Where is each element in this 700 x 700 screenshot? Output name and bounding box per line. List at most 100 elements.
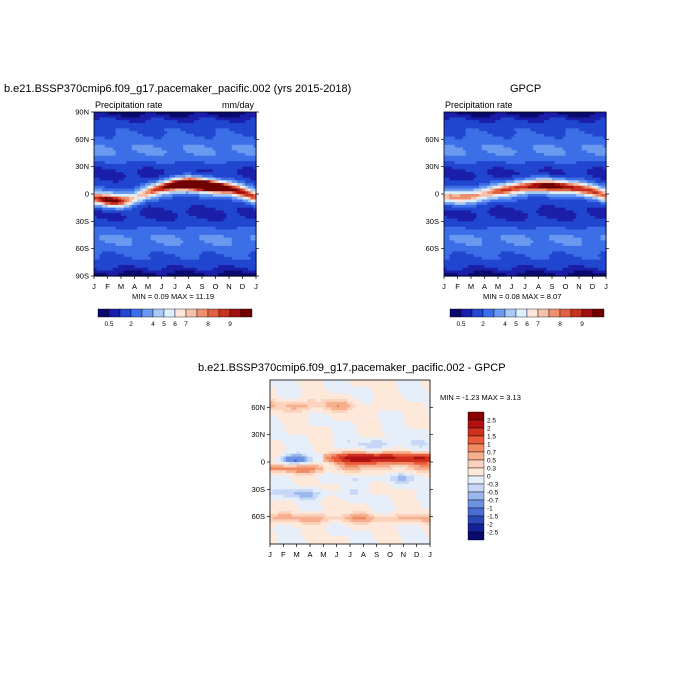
x-tick-label: O: [387, 550, 393, 559]
colorbar-label: -0.7: [487, 497, 499, 504]
x-tick-label: A: [482, 282, 487, 291]
heatmap-cells: [444, 112, 607, 277]
panel3-minmax: MIN = -1.23 MAX = 3.13: [440, 393, 521, 402]
panel2-minmax: MIN = 0.08 MAX = 8.07: [483, 292, 562, 301]
colorbar-swatch: [467, 443, 485, 453]
x-tick-label: F: [455, 282, 460, 291]
colorbar-swatch: [119, 308, 132, 318]
colorbar-swatch: [240, 308, 253, 318]
colorbar-swatch: [504, 308, 517, 318]
colorbar-label: 2: [481, 321, 485, 328]
y-tick-label: 60N: [425, 135, 439, 144]
colorbar-swatch: [185, 308, 198, 318]
colorbar-swatch: [467, 491, 485, 501]
y-tick-label: 60N: [251, 403, 265, 412]
colorbar-swatch: [581, 308, 594, 318]
y-tick-label: 0: [261, 458, 265, 467]
x-tick-label: J: [268, 550, 272, 559]
y-tick-label: 0: [85, 190, 89, 199]
colorbar-label: 2: [129, 321, 133, 328]
x-tick-label: J: [428, 550, 432, 559]
colorbar-label: 0.5: [487, 457, 496, 464]
colorbar-swatch: [515, 308, 528, 318]
heatmap-cells: [94, 112, 257, 277]
x-tick-label: N: [226, 282, 231, 291]
colorbar-label: 7: [536, 321, 540, 328]
x-tick-label: A: [361, 550, 366, 559]
y-tick-label: 60N: [75, 135, 89, 144]
colorbar-swatch: [467, 515, 485, 525]
colorbar-swatch: [467, 427, 485, 437]
colorbar-label: -1.5: [487, 513, 499, 520]
y-tick-label: 30S: [426, 217, 439, 226]
colorbar-label: 0.7: [487, 449, 496, 456]
colorbar-label: 7: [184, 321, 188, 328]
colorbar-swatch: [467, 499, 485, 509]
x-tick-label: M: [320, 550, 326, 559]
x-tick-label: J: [442, 282, 446, 291]
colorbar-swatch: [467, 435, 485, 445]
colorbar-swatch: [460, 308, 473, 318]
colorbar-swatch: [493, 308, 506, 318]
colorbar-label: 0.5: [104, 321, 113, 328]
y-tick-label: 30S: [252, 485, 265, 494]
panel1-subtitle-right: mm/day: [222, 100, 255, 110]
y-tick-label: 90S: [76, 272, 89, 281]
colorbar-swatch: [467, 531, 485, 541]
colorbar-swatch: [467, 523, 485, 533]
colorbar-label: 4: [503, 321, 507, 328]
colorbar-label: 8: [206, 321, 210, 328]
colorbar-label: -2: [487, 521, 493, 528]
colorbar-swatch: [548, 308, 561, 318]
colorbar-swatch: [467, 459, 485, 469]
colorbar-label: 6: [173, 321, 177, 328]
panel1-subtitle-left: Precipitation rate: [95, 100, 163, 110]
y-tick-label: 90N: [75, 108, 89, 117]
colorbar-label: 1: [487, 441, 491, 448]
panel3-title: b.e21.BSSP370cmip6.f09_g17.pacemaker_pac…: [198, 362, 506, 374]
x-tick-label: A: [307, 550, 312, 559]
colorbar-swatch: [559, 308, 572, 318]
x-tick-label: J: [173, 282, 177, 291]
x-tick-label: D: [414, 550, 420, 559]
colorbar-label: 9: [228, 321, 232, 328]
colorbar-label: 5: [162, 321, 166, 328]
y-tick-label: 60S: [426, 244, 439, 253]
colorbar-label: 0: [487, 473, 491, 480]
panel1-minmax: MIN = 0.09 MAX = 11.19: [132, 292, 214, 301]
x-tick-label: M: [468, 282, 474, 291]
colorbar-swatch: [467, 411, 485, 421]
panel1-title: b.e21.BSSP370cmip6.f09_g17.pacemaker_pac…: [4, 83, 352, 95]
x-tick-label: A: [132, 282, 137, 291]
x-tick-label: J: [604, 282, 608, 291]
colorbar-swatch: [537, 308, 550, 318]
panel2-colorbar: 0.5 2 4 5 6 7 8 9: [449, 308, 605, 328]
x-tick-label: D: [240, 282, 246, 291]
colorbar-swatch: [196, 308, 209, 318]
x-tick-label: A: [186, 282, 191, 291]
colorbar-swatch: [467, 451, 485, 461]
x-tick-label: S: [199, 282, 204, 291]
colorbar-label: 1.5: [487, 433, 496, 440]
colorbar-swatch: [229, 308, 242, 318]
colorbar-swatch: [152, 308, 165, 318]
x-tick-label: F: [105, 282, 110, 291]
colorbar-label: 4: [151, 321, 155, 328]
colorbar-label: -2.5: [487, 529, 499, 536]
colorbar-swatch: [592, 308, 605, 318]
colorbar-swatch: [570, 308, 583, 318]
heatmap-cells: [270, 380, 431, 545]
colorbar-label: 8: [558, 321, 562, 328]
colorbar-label: 2.5: [487, 417, 496, 424]
colorbar-swatch: [526, 308, 539, 318]
x-tick-label: J: [254, 282, 258, 291]
x-tick-label: N: [576, 282, 581, 291]
panel3-colorbar: 2.521.510.70.50.30-0.3-0.5-0.7-1-1.5-2-2…: [467, 411, 499, 541]
colorbar-swatch: [108, 308, 121, 318]
colorbar-label: 6: [525, 321, 529, 328]
x-tick-label: J: [348, 550, 352, 559]
x-tick-label: S: [374, 550, 379, 559]
colorbar-swatch: [449, 308, 462, 318]
